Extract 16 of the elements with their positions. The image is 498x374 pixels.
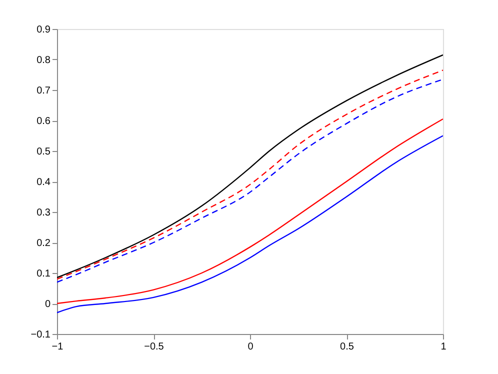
y-tick-label: 0 [44,299,51,310]
x-tick-label: 0 [248,342,254,352]
y-tick-label: 0.9 [36,24,51,36]
x-tick-label: 1 [440,342,447,352]
x-tick-label: −0.5 [144,342,164,352]
y-tick-label: 0.7 [36,86,51,96]
y-tick-label: 0.8 [36,55,51,66]
y-tick-label: 0.2 [36,238,51,249]
y-tick-label: 0.3 [36,208,51,218]
y-tick-label: 0.1 [36,268,51,280]
x-tick-label: 0.5 [340,342,354,352]
y-tick-label: 0.6 [36,116,51,127]
x-tick-label: −1 [52,342,64,352]
y-tick-label: 0.4 [36,177,51,188]
y-tick-label: −0.1 [30,330,51,340]
y-tick-label: 0.5 [36,146,51,158]
